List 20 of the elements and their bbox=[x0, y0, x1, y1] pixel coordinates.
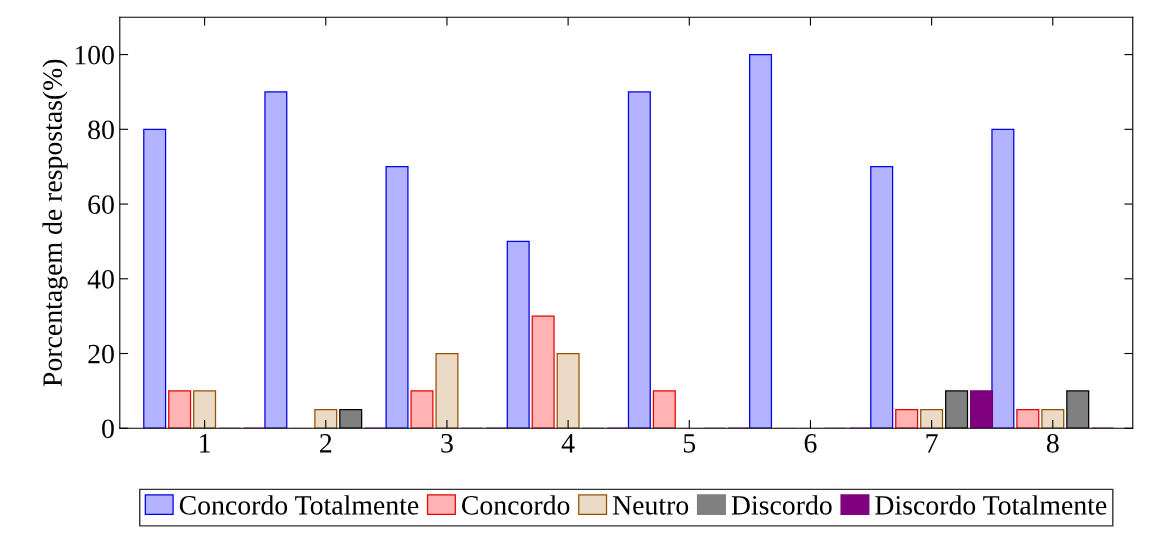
x-tick-label: 7 bbox=[926, 434, 938, 453]
x-tick-label: 4 bbox=[561, 434, 575, 453]
x-tick-label: 1 bbox=[200, 434, 210, 453]
legend-label: Neutro bbox=[612, 496, 689, 515]
x-tick-label: 2 bbox=[320, 433, 332, 453]
y-tick-label: 60 bbox=[88, 195, 114, 214]
y-tick-label: 40 bbox=[87, 269, 114, 289]
y-tick-label: 80 bbox=[88, 120, 114, 140]
legend-label: Concordo Totalmente bbox=[179, 495, 419, 515]
legend-label: Discordo bbox=[731, 495, 832, 515]
y-axis-title: Porcentagem de respostas(%) bbox=[42, 59, 68, 387]
legend-label: Discordo Totalmente bbox=[875, 495, 1107, 515]
x-tick-label: 8 bbox=[1046, 433, 1059, 453]
y-tick-label: 0 bbox=[102, 419, 114, 439]
x-tick-label: 6 bbox=[804, 433, 817, 453]
y-tick-label: 20 bbox=[88, 344, 114, 364]
x-tick-label: 3 bbox=[441, 433, 453, 453]
x-tick-label: 5 bbox=[683, 434, 696, 453]
y-tick-label: 100 bbox=[75, 45, 114, 65]
legend-label: Concordo bbox=[462, 495, 570, 515]
